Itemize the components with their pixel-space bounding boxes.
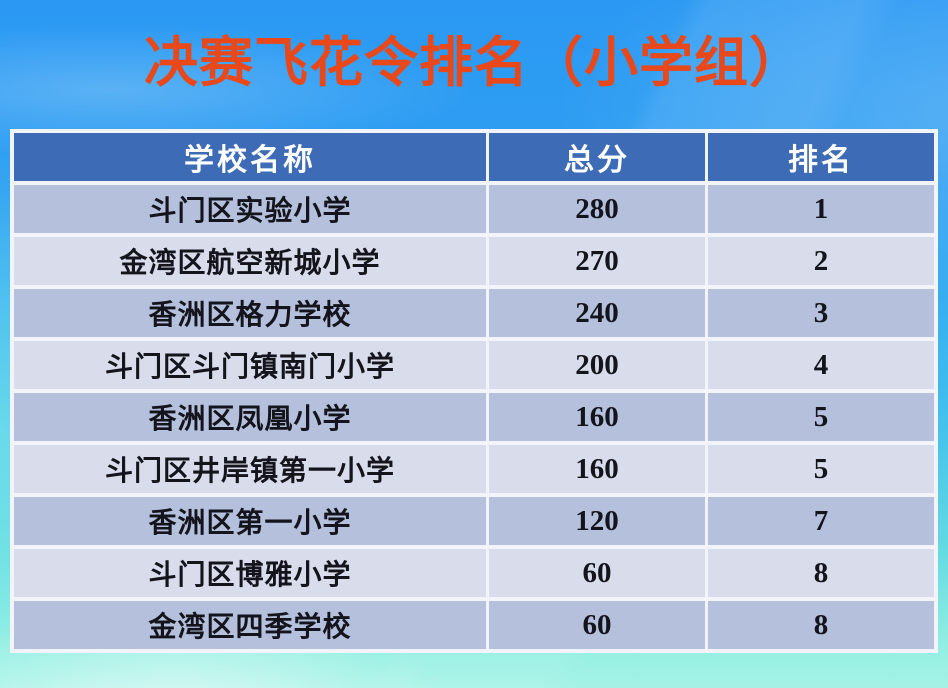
table-row: 香洲区凤凰小学 160 5 — [14, 393, 934, 441]
table-row: 香洲区格力学校 240 3 — [14, 289, 934, 337]
school-name: 斗门区博雅小学 — [14, 549, 486, 597]
school-name: 金湾区航空新城小学 — [14, 237, 486, 285]
school-name: 斗门区实验小学 — [14, 185, 486, 233]
total-score: 60 — [489, 549, 705, 597]
rank-value: 5 — [708, 445, 934, 493]
total-score: 160 — [489, 393, 705, 441]
header-total-score: 总分 — [489, 133, 705, 181]
total-score: 200 — [489, 341, 705, 389]
rank-value: 8 — [708, 549, 934, 597]
total-score: 240 — [489, 289, 705, 337]
rank-value: 2 — [708, 237, 934, 285]
ranking-table: 学校名称 总分 排名 斗门区实验小学 280 1 金湾区航空新城小学 270 2… — [10, 129, 938, 653]
school-name: 金湾区四季学校 — [14, 601, 486, 649]
header-rank: 排名 — [708, 133, 934, 181]
table-header-row: 学校名称 总分 排名 — [14, 133, 934, 181]
table-row: 金湾区航空新城小学 270 2 — [14, 237, 934, 285]
school-name: 香洲区格力学校 — [14, 289, 486, 337]
rank-value: 5 — [708, 393, 934, 441]
table-row: 斗门区实验小学 280 1 — [14, 185, 934, 233]
school-name: 斗门区井岸镇第一小学 — [14, 445, 486, 493]
rank-value: 1 — [708, 185, 934, 233]
total-score: 120 — [489, 497, 705, 545]
rank-value: 7 — [708, 497, 934, 545]
rank-value: 4 — [708, 341, 934, 389]
table-row: 斗门区斗门镇南门小学 200 4 — [14, 341, 934, 389]
page-title: 决赛飞花令排名（小学组） — [144, 33, 804, 93]
table-row: 斗门区博雅小学 60 8 — [14, 549, 934, 597]
school-name: 香洲区第一小学 — [14, 497, 486, 545]
rank-value: 8 — [708, 601, 934, 649]
table-row: 斗门区井岸镇第一小学 160 5 — [14, 445, 934, 493]
total-score: 270 — [489, 237, 705, 285]
table-row: 香洲区第一小学 120 7 — [14, 497, 934, 545]
school-name: 斗门区斗门镇南门小学 — [14, 341, 486, 389]
school-name: 香洲区凤凰小学 — [14, 393, 486, 441]
total-score: 160 — [489, 445, 705, 493]
table-row: 金湾区四季学校 60 8 — [14, 601, 934, 649]
header-school-name: 学校名称 — [14, 133, 486, 181]
total-score: 60 — [489, 601, 705, 649]
rank-value: 3 — [708, 289, 934, 337]
total-score: 280 — [489, 185, 705, 233]
